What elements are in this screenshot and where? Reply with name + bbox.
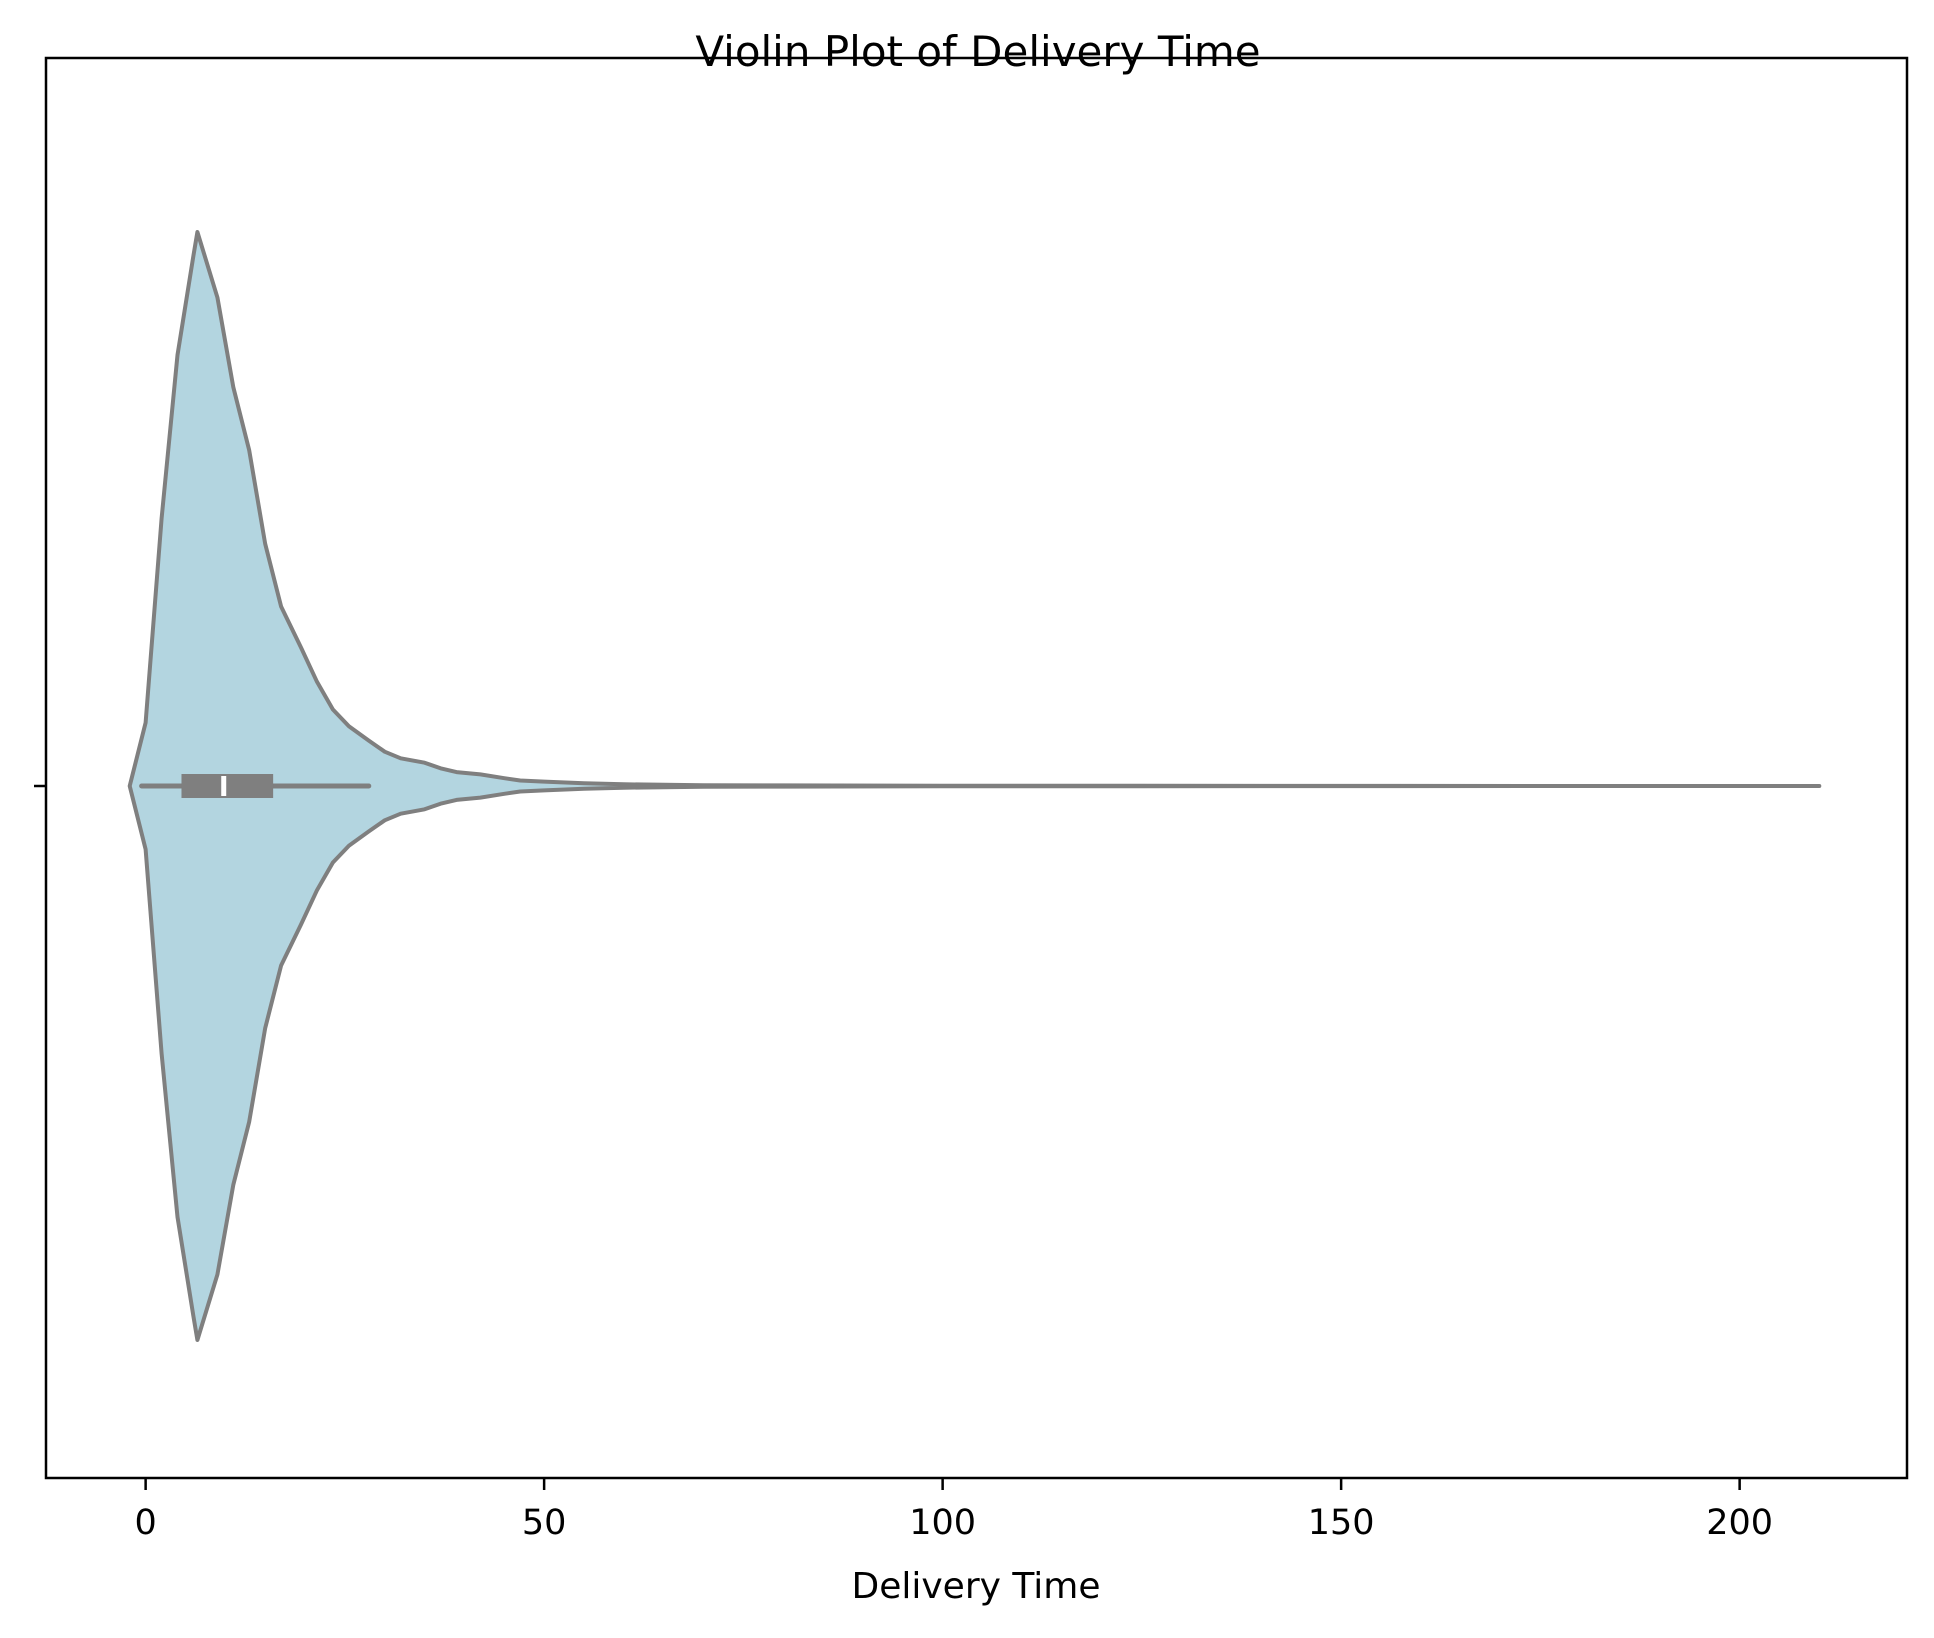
x-axis-ticks: 0 50 100 150 200 (134, 1478, 1773, 1543)
x-tick-label: 100 (909, 1503, 976, 1543)
x-axis-label: Delivery Time (852, 1566, 1101, 1607)
x-tick-label: 0 (134, 1503, 156, 1543)
axes-frame (44, 56, 1909, 1480)
x-tick-label: 150 (1308, 1503, 1375, 1543)
violin-body (127, 230, 1822, 1342)
x-tick-label: 200 (1706, 1503, 1773, 1543)
chart-title: Violin Plot of Delivery Time (695, 27, 1260, 76)
box-iqr (181, 774, 274, 798)
plot-area (127, 230, 1822, 1342)
x-tick-label: 50 (522, 1503, 567, 1543)
